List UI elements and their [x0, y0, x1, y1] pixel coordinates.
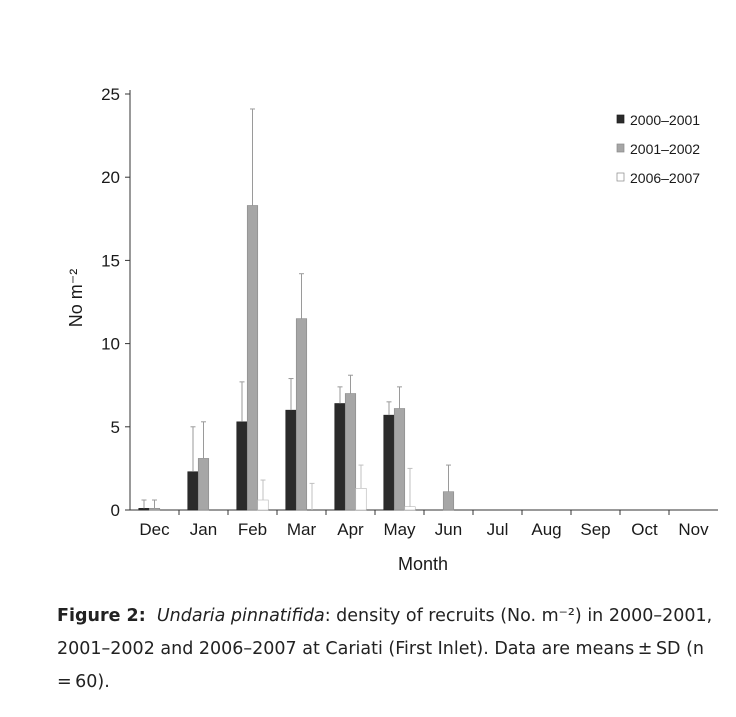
caption-text: : density of recruits (No. m⁻²) in 2000–…	[57, 606, 713, 692]
x-tick-label: May	[383, 520, 416, 539]
x-tick-label: Jan	[190, 520, 217, 539]
y-tick-label: 5	[111, 418, 120, 437]
x-tick-label: Sep	[580, 520, 610, 539]
y-tick-label: 25	[101, 85, 120, 104]
bar	[285, 409, 297, 511]
bar	[404, 506, 416, 511]
y-axis-title: No m⁻²	[66, 269, 86, 328]
bar	[393, 408, 406, 511]
x-tick-label: Apr	[337, 520, 364, 539]
bar	[383, 414, 395, 511]
axes: 0 5 10 15 20 25 Dec Jan Feb Mar Apr May Jun Jul Aug Sep…	[101, 85, 718, 539]
legend-swatch	[616, 143, 625, 153]
legend-label: 2000–2001	[630, 112, 700, 128]
density-bar-chart: 0 5 10 15 20 25 Dec Jan Feb Mar Apr May Jun Jul Aug Sep…	[66, 85, 718, 574]
legend: 2000–2001 2001–2002 2006–2007	[616, 112, 700, 186]
bar	[246, 205, 259, 511]
y-tick-label: 20	[101, 168, 120, 187]
legend-swatch	[616, 172, 625, 182]
y-tick-label: 15	[101, 251, 120, 270]
bar	[197, 458, 210, 511]
bars	[138, 108, 455, 511]
bar	[442, 491, 455, 511]
y-tick-label: 0	[111, 501, 120, 520]
x-tick-label: Nov	[678, 520, 709, 539]
figure-caption: Figure 2: Undaria pinnatifida: density o…	[57, 600, 717, 699]
caption-species: Undaria pinnatifida	[156, 606, 325, 626]
bar	[148, 508, 161, 511]
y-tick-label: 10	[101, 335, 120, 354]
x-tick-label: Aug	[531, 520, 561, 539]
bar	[355, 488, 367, 511]
bar	[257, 499, 269, 511]
x-tick-label: Mar	[287, 520, 317, 539]
legend-swatch	[616, 114, 625, 124]
bar	[236, 421, 248, 511]
x-axis-title: Month	[398, 554, 448, 574]
bar	[334, 403, 346, 511]
legend-label: 2001–2002	[630, 141, 700, 157]
x-tick-label: Feb	[238, 520, 267, 539]
bar	[344, 393, 357, 511]
bar	[138, 508, 150, 511]
x-tick-label: Jun	[435, 520, 462, 539]
bar	[295, 318, 308, 511]
x-tick-label: Oct	[631, 520, 658, 539]
x-tick-label: Dec	[139, 520, 170, 539]
bar	[187, 471, 199, 511]
x-tick-label: Jul	[487, 520, 509, 539]
caption-label: Figure 2:	[57, 606, 146, 626]
legend-label: 2006–2007	[630, 170, 700, 186]
